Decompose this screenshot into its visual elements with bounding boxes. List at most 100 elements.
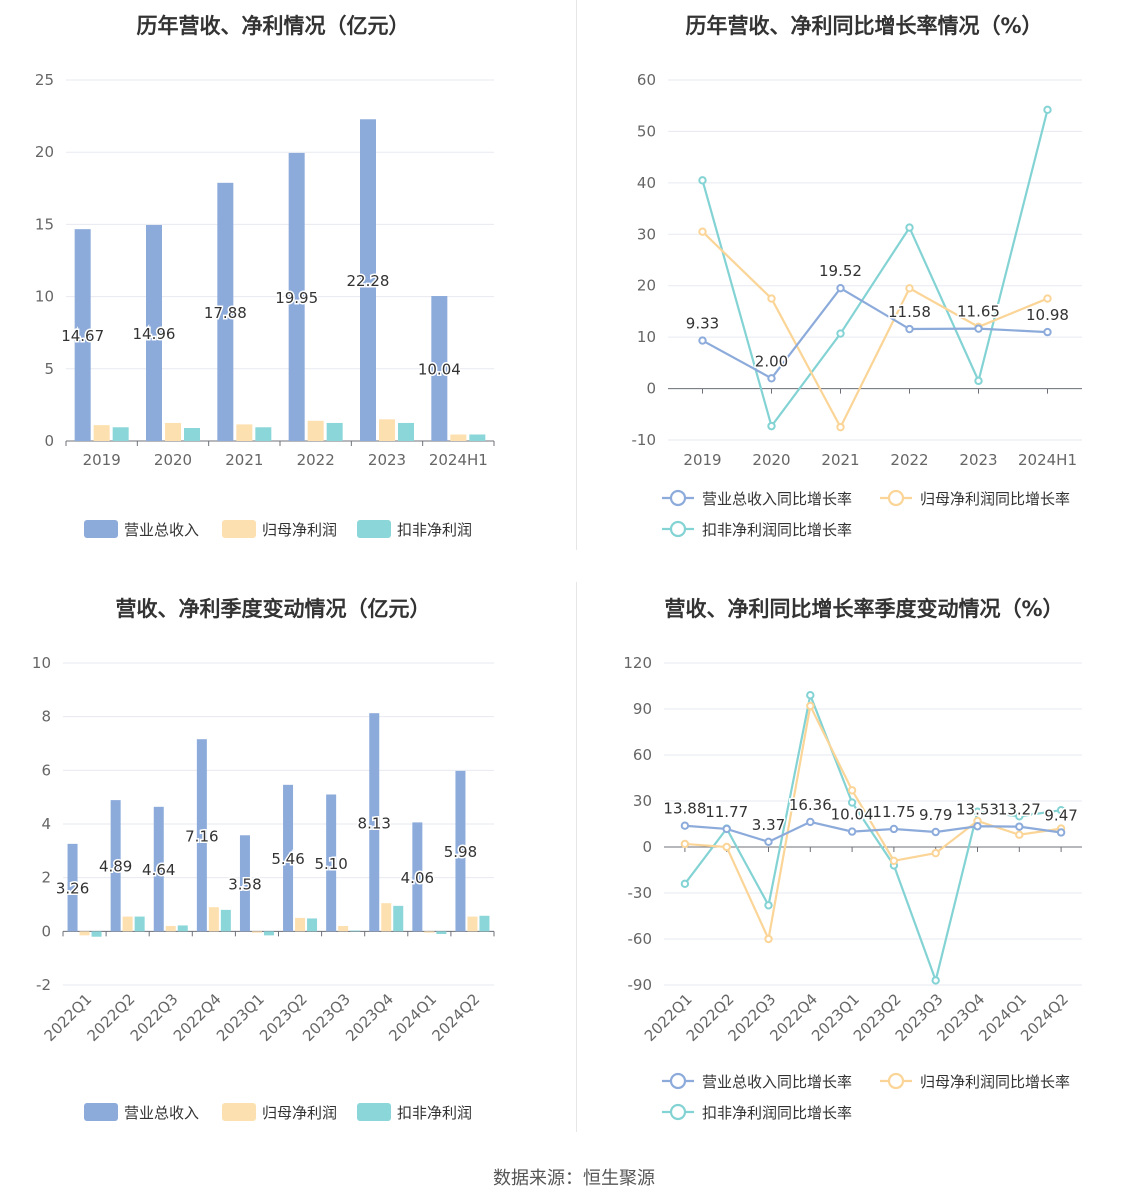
line-data-label: 10.04	[831, 806, 874, 824]
bar-归母净利润	[122, 916, 133, 932]
bar-扣非净利润	[263, 931, 274, 936]
bar-归母净利润	[381, 903, 392, 932]
bar-归母净利润	[307, 420, 324, 441]
bar-营业总收入	[153, 806, 164, 932]
bar-营业总收入	[412, 822, 423, 932]
legend-label: 扣非净利润	[397, 521, 472, 539]
y-tick-label: 15	[35, 215, 54, 233]
bar-扣非净利润	[91, 931, 102, 937]
bar-扣非净利润	[469, 434, 486, 441]
x-tick-label: 2019	[83, 451, 121, 469]
bar-营业总收入	[455, 770, 466, 932]
bar-data-label: 5.10	[314, 855, 347, 873]
bar-归母净利润	[165, 422, 181, 441]
y-tick-label: 120	[623, 654, 652, 672]
chart-quarterly-growth-rate: 营收、净利同比增长率季度变动情况（%）-90-60-30030609012020…	[623, 597, 1082, 1122]
x-tick-label: 2022	[890, 451, 928, 469]
y-tick-label: 10	[32, 654, 51, 672]
chart-title: 历年营收、净利情况（亿元）	[137, 14, 410, 38]
y-tick-label: -2	[36, 976, 51, 994]
panel-annual-growth-rate: 历年营收、净利同比增长率情况（%） -10 0 10 20 30 40 50 60 2019 202…	[574, 0, 1148, 580]
point-营业总收入同比增长率	[836, 283, 845, 293]
bar-data-label: 22.28	[347, 272, 390, 290]
point-营业总收入同比增长率	[806, 817, 815, 827]
line-data-label: 13.27	[998, 801, 1041, 819]
y-tick-label: 10	[637, 328, 656, 346]
bar-data-label: 4.64	[142, 861, 175, 879]
legend-label: 归母净利润同比增长率	[920, 490, 1070, 508]
bar-归母净利润	[251, 931, 262, 933]
point-扣非净利润同比增长率	[1056, 806, 1066, 815]
x-tick-label: 2021	[225, 451, 263, 469]
legend-marker	[887, 1072, 905, 1090]
line-data-label: 3.37	[752, 816, 785, 834]
point-扣非净利润同比增长率	[973, 807, 982, 816]
legend-label: 归母净利润	[262, 1104, 337, 1122]
line-data-label: 16.36	[789, 796, 832, 814]
point-归母净利润同比增长率	[836, 422, 845, 432]
y-tick-label: 90	[633, 700, 652, 718]
bar-data-label: 4.89	[99, 858, 132, 876]
bar-营业总收入	[283, 784, 294, 932]
x-tick-label: 2020	[154, 451, 192, 469]
legend-label: 扣非净利润同比增长率	[702, 1104, 852, 1122]
x-tick-label: 2023	[368, 451, 406, 469]
point-营业总收入同比增长率	[767, 374, 776, 383]
bar-扣非净利润	[350, 930, 361, 932]
point-归母净利润同比增长率	[905, 284, 914, 293]
chart-title: 历年营收、净利同比增长率情况（%）	[685, 14, 1042, 38]
data-source-footer: 数据来源：恒生聚源	[493, 1168, 655, 1189]
point-归母净利润同比增长率	[806, 701, 815, 711]
line-营业总收入同比增长率	[684, 820, 1062, 844]
chart-title: 营收、净利季度变动情况（亿元）	[116, 597, 431, 621]
line-data-label: 10.98	[1026, 306, 1069, 324]
y-tick-label: 0	[44, 432, 54, 450]
panel-quarterly-growth-rate: 营收、净利同比增长率季度变动情况（%） -90 -60 -30 0 30 60 90 120 20…	[574, 582, 1148, 1162]
bar-归母净利润	[208, 907, 219, 932]
legend-swatch	[357, 1103, 391, 1121]
line-扣非净利润同比增长率	[701, 109, 1049, 429]
bar-营业总收入	[74, 229, 91, 441]
line-data-label: 11.65	[957, 303, 1000, 321]
point-营业总收入同比增长率	[680, 821, 690, 830]
bar-营业总收入	[110, 800, 121, 932]
y-tick-label: -10	[632, 431, 657, 449]
bar-扣非净利润	[184, 428, 200, 441]
line-data-label: 19.52	[819, 262, 862, 280]
point-营业总收入同比增长率	[973, 822, 982, 831]
bar-data-label: 17.88	[204, 304, 247, 322]
legend-swatch	[222, 520, 256, 538]
point-营业总收入同比增长率	[889, 824, 899, 834]
vertical-divider-top	[576, 0, 577, 550]
y-tick-label: 2	[41, 869, 51, 887]
point-归母净利润同比增长率	[764, 934, 773, 944]
bar-归母净利润	[165, 925, 176, 932]
point-归母净利润同比增长率	[722, 842, 731, 852]
point-归母净利润同比增长率	[889, 856, 899, 865]
legend-label: 营业总收入	[124, 1104, 199, 1122]
bar-扣非净利润	[479, 915, 490, 932]
point-扣非净利润同比增长率	[764, 901, 773, 910]
bar-data-label: 3.26	[56, 880, 89, 898]
y-tick-label: 0	[642, 838, 652, 856]
point-归母净利润同比增长率	[1015, 830, 1024, 839]
line-扣非净利润同比增长率	[684, 691, 1062, 985]
x-tick-label: 2021	[821, 451, 859, 469]
legend-swatch	[222, 1103, 256, 1121]
y-tick-label: 50	[637, 122, 656, 140]
bar-归母净利润	[424, 931, 435, 933]
y-tick-label: 60	[637, 71, 656, 89]
bar-营业总收入	[196, 739, 207, 932]
y-tick-label: 4	[41, 815, 51, 833]
bar-营业总收入	[146, 224, 162, 441]
point-扣非净利润同比增长率	[836, 329, 845, 338]
x-tick-label: 2024H1	[429, 451, 488, 469]
point-扣非净利润同比增长率	[1015, 812, 1024, 821]
bar-营业总收入	[326, 794, 337, 932]
line-data-label: 2.00	[755, 352, 788, 370]
bar-归母净利润	[450, 434, 467, 441]
point-营业总收入同比增长率	[931, 827, 940, 837]
bar-data-label: 7.16	[185, 827, 218, 845]
point-扣非净利润同比增长率	[680, 879, 690, 888]
x-tick-label: 2022	[297, 451, 335, 469]
